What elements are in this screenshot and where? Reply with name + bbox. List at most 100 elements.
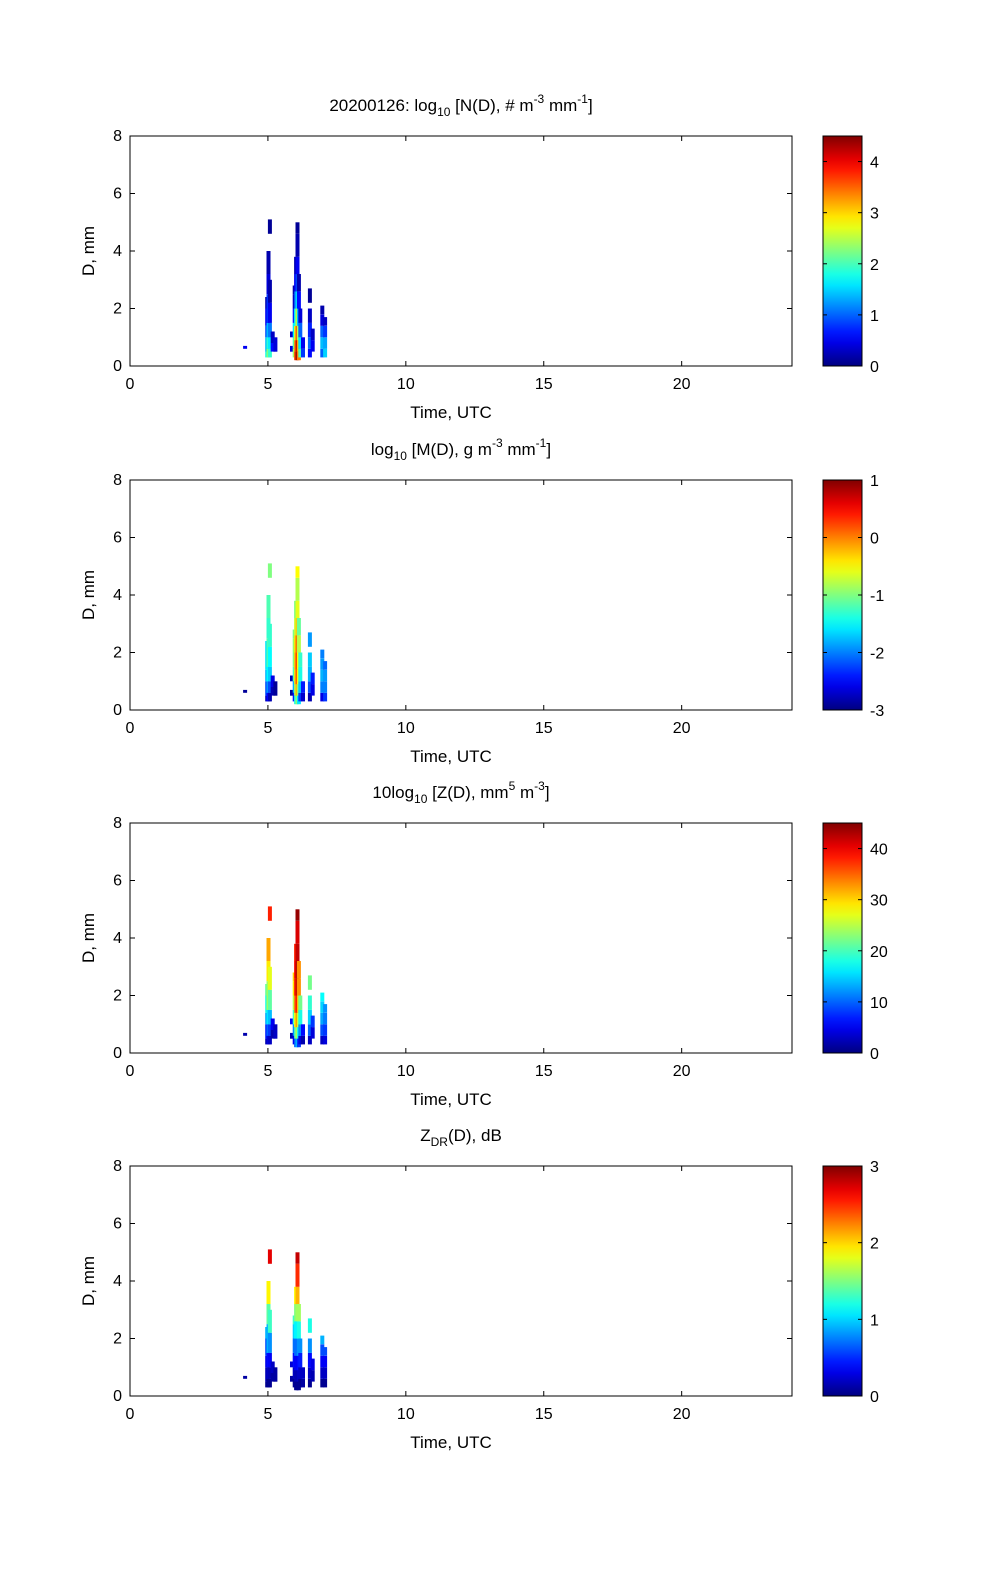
x-tick-label: 15: [535, 1063, 553, 1080]
heatmap-cell: [273, 1367, 278, 1382]
heatmap-cells: [243, 563, 328, 705]
heatmap-cell: [323, 692, 328, 702]
heatmap-cell: [320, 681, 325, 693]
chart-title: log10​ [M(D), g m-3​ mm-1​]: [371, 436, 551, 463]
y-tick-label: 8: [113, 472, 122, 489]
title-superscript: -3: [492, 436, 503, 450]
heatmap-cell: [323, 1035, 328, 1045]
panel-3: 10log10​ [Z(D), mm5​ m-3​] 0 5 10 15 20 0 2 4 6 8 T…: [79, 779, 888, 1109]
heatmap-cell: [310, 340, 315, 352]
x-axis-label: Time, UTC: [410, 1090, 492, 1109]
x-tick-label: 20: [673, 1406, 691, 1423]
x-tick-label: 20: [673, 376, 691, 393]
heatmap-cell: [320, 1024, 325, 1036]
title-superscript: -1: [577, 92, 588, 106]
heatmap-cell: [320, 1378, 325, 1388]
heatmap-cell: [310, 1358, 315, 1371]
heatmap-cell: [320, 649, 325, 659]
heatmap-cell: [323, 661, 328, 670]
heatmap-cell: [310, 1027, 315, 1039]
heatmap-cell: [320, 1335, 325, 1345]
heatmap-cell: [243, 1032, 248, 1036]
heatmap-cell: [270, 1361, 275, 1373]
heatmap-cell: [307, 692, 312, 702]
title-subscript: 10: [414, 792, 428, 806]
colorbar-tick-label: 3: [870, 206, 879, 223]
colorbar-tick-label: 1: [870, 1312, 879, 1329]
heatmap-cell: [267, 692, 272, 702]
y-tick-label: 8: [113, 815, 122, 832]
heatmap-cell: [307, 322, 312, 338]
title-text: log: [371, 440, 394, 459]
x-tick-label: 0: [126, 1406, 135, 1423]
y-tick-label: 4: [113, 243, 122, 260]
heatmap-cell: [290, 345, 294, 352]
x-tick-label: 5: [263, 720, 272, 737]
y-tick-label: 4: [113, 1273, 122, 1290]
heatmap-cell: [298, 348, 303, 358]
heatmap-cell: [290, 1018, 294, 1025]
heatmap-cell: [270, 1030, 275, 1039]
x-tick-label: 10: [397, 1406, 415, 1423]
title-text: mm: [503, 440, 536, 459]
colorbar-tick-label: -3: [870, 703, 884, 720]
y-axis-label: D, mm: [79, 570, 98, 620]
heatmap-cell: [323, 1355, 328, 1368]
x-tick-label: 20: [673, 720, 691, 737]
x-axis-label: Time, UTC: [410, 747, 492, 766]
heatmap-cell: [307, 995, 312, 1010]
heatmap-cell: [243, 1375, 248, 1379]
heatmap-cell: [323, 1004, 328, 1013]
x-tick-label: 10: [397, 1063, 415, 1080]
heatmap-cell: [296, 291, 301, 309]
title-text: mm: [544, 96, 577, 115]
heatmap-cell: [295, 1286, 300, 1305]
heatmap-cell: [270, 1373, 275, 1382]
heatmap-cell: [298, 1009, 303, 1025]
y-tick-label: 8: [113, 128, 122, 145]
x-axis-label: Time, UTC: [410, 403, 492, 422]
heatmap-cells: [243, 906, 328, 1048]
heatmap-cell: [320, 669, 325, 682]
colorbar: [822, 822, 863, 1054]
heatmap-cell: [298, 337, 303, 349]
heatmap-cell: [267, 1309, 272, 1333]
x-tick-label: 15: [535, 376, 553, 393]
heatmap-cell: [298, 1352, 303, 1368]
heatmap-cell: [310, 1015, 315, 1028]
title-superscript: -3: [534, 779, 545, 793]
heatmap-cell: [267, 302, 272, 323]
heatmap-cell: [298, 666, 303, 682]
heatmap-cell: [320, 325, 325, 338]
heatmap-cell: [307, 632, 312, 647]
heatmap-cell: [323, 348, 328, 358]
title-text: ]: [588, 96, 593, 115]
x-tick-label: 15: [535, 720, 553, 737]
heatmap-cell: [298, 322, 303, 338]
heatmap-cell: [307, 1378, 312, 1388]
heatmap-cell: [296, 978, 301, 996]
heatmap-cell: [307, 1035, 312, 1045]
heatmap-cell: [266, 595, 271, 618]
y-tick-label: 4: [113, 930, 122, 947]
colorbar-tick-label: 0: [870, 531, 879, 548]
heatmap-cell: [298, 1338, 303, 1353]
heatmap-cell: [298, 1024, 303, 1036]
heatmap-cell: [301, 1024, 305, 1036]
heatmap-cell: [307, 681, 312, 693]
title-superscript: -1: [536, 436, 547, 450]
heatmap-cell: [298, 1035, 303, 1045]
y-tick-label: 0: [113, 1045, 122, 1062]
x-axis-label: Time, UTC: [410, 1433, 492, 1452]
colorbar-tick-label: 2: [870, 1236, 879, 1253]
heatmap-cell: [323, 669, 328, 682]
heatmap-cell: [307, 1367, 312, 1379]
heatmap-cell: [307, 1318, 312, 1333]
heatmap-cell: [296, 1304, 301, 1322]
title-text: Z: [420, 1126, 430, 1145]
heatmap-cell: [267, 666, 272, 682]
heatmap-cell: [267, 1367, 272, 1379]
heatmap-cell: [295, 1252, 300, 1264]
x-tick-label: 0: [126, 376, 135, 393]
title-text: [M(D), g m: [407, 440, 492, 459]
